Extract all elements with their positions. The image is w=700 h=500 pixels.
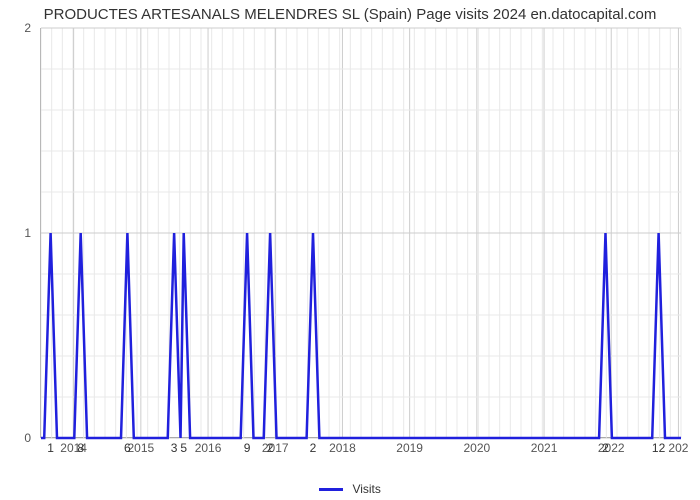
legend: Visits — [0, 482, 700, 496]
plot-area: 2014201520162017201820192020202120222020… — [40, 28, 680, 438]
x-tick-label: 2020 — [463, 441, 490, 455]
x-tick-label: 202 — [668, 441, 688, 455]
x-tick-label: 2018 — [329, 441, 356, 455]
x-tick-label: 2016 — [195, 441, 222, 455]
x-tick-label: 2015 — [127, 441, 154, 455]
x-tick-label: 2021 — [531, 441, 558, 455]
chart-svg: 2014201520162017201820192020202120222020… — [41, 28, 681, 438]
y-tick-label: 0 — [24, 431, 31, 445]
peak-label: 5 — [180, 441, 187, 455]
peak-label: 9 — [244, 441, 251, 455]
peak-label: 2 — [602, 441, 609, 455]
peak-label: 2 — [310, 441, 317, 455]
peak-label: 1 — [47, 441, 54, 455]
peak-label: 2 — [267, 441, 274, 455]
y-tick-label: 2 — [24, 21, 31, 35]
x-tick-label: 2019 — [396, 441, 423, 455]
peak-label: 3 — [171, 441, 178, 455]
legend-swatch — [319, 488, 343, 491]
y-tick-label: 1 — [24, 226, 31, 240]
legend-label: Visits — [352, 482, 380, 496]
peak-label: 6 — [124, 441, 131, 455]
peak-label: 8 — [77, 441, 84, 455]
chart-title: PRODUCTES ARTESANALS MELENDRES SL (Spain… — [0, 6, 700, 23]
peak-label: 12 — [652, 441, 666, 455]
